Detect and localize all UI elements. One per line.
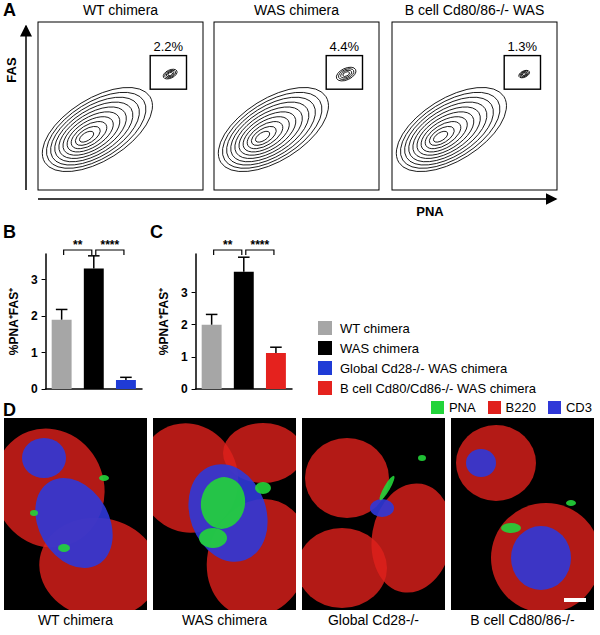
html-text:WT chimera: WT chimera bbox=[37, 612, 114, 628]
svg-text:0: 0 bbox=[181, 382, 188, 396]
html-text:WAS chimera: WAS chimera bbox=[340, 340, 419, 356]
svg-text:WT chimera: WT chimera bbox=[83, 2, 158, 18]
svg-text:4.4%: 4.4% bbox=[330, 39, 360, 54]
svg-text:2: 2 bbox=[181, 318, 188, 332]
svg-text:PNA: PNA bbox=[416, 204, 444, 219]
svg-text:3: 3 bbox=[181, 286, 188, 300]
svg-text:****: **** bbox=[251, 238, 270, 252]
svg-text:1: 1 bbox=[31, 346, 38, 360]
html-text:WT chimera: WT chimera bbox=[340, 320, 410, 336]
svg-text:B cell Cd80/86-/- WAS: B cell Cd80/86-/- WAS bbox=[405, 2, 545, 18]
svg-text:1: 1 bbox=[181, 350, 188, 364]
html-text:A: A bbox=[3, 0, 16, 20]
svg-text:2: 2 bbox=[31, 309, 38, 323]
svg-text:FAS: FAS bbox=[4, 57, 19, 83]
html-text:WAS chimera: WAS chimera bbox=[182, 612, 267, 628]
svg-text:0: 0 bbox=[31, 382, 38, 396]
html-text:Global Cd28-/-: Global Cd28-/- bbox=[328, 612, 419, 628]
html-text:B cell Cd80/86-/-: B cell Cd80/86-/- bbox=[470, 612, 575, 628]
svg-text:%PNA⁺FAS⁺: %PNA⁺FAS⁺ bbox=[7, 288, 21, 355]
html-text:CD3: CD3 bbox=[566, 400, 592, 415]
html-text:B: B bbox=[3, 222, 16, 242]
svg-text:1.3%: 1.3% bbox=[508, 39, 538, 54]
svg-text:2.2%: 2.2% bbox=[154, 39, 184, 54]
html-text:B cell Cd80/Cd86-/- WAS chimer: B cell Cd80/Cd86-/- WAS chimera bbox=[340, 380, 536, 396]
svg-text:%PNA⁺FAS⁺: %PNA⁺FAS⁺ bbox=[157, 288, 171, 355]
svg-text:**: ** bbox=[73, 238, 83, 252]
html-text:C: C bbox=[150, 222, 163, 242]
html-text:B220: B220 bbox=[505, 400, 536, 415]
svg-text:**: ** bbox=[223, 238, 233, 252]
html-text:PNA: PNA bbox=[448, 400, 476, 415]
html-text:D: D bbox=[3, 400, 16, 420]
html-text:Global Cd28-/- WAS chimera: Global Cd28-/- WAS chimera bbox=[340, 360, 508, 376]
svg-text:3: 3 bbox=[31, 273, 38, 287]
svg-text:WAS chimera: WAS chimera bbox=[254, 2, 339, 18]
svg-text:****: **** bbox=[101, 238, 120, 252]
